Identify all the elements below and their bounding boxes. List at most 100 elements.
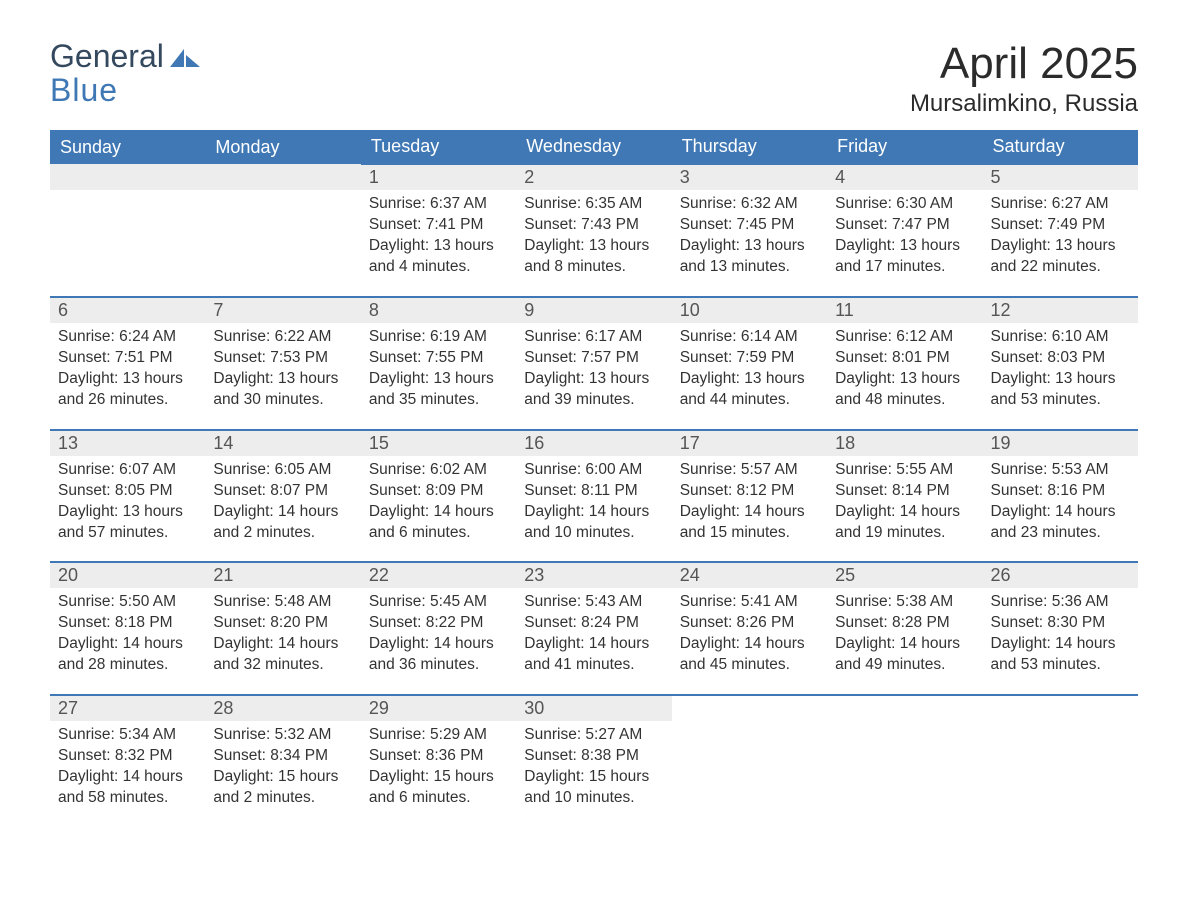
calendar-cell: 1Sunrise: 6:37 AMSunset: 7:41 PMDaylight… <box>361 164 516 297</box>
day-number: 1 <box>361 165 516 190</box>
day-header: Tuesday <box>361 130 516 164</box>
day-details: Sunrise: 5:32 AMSunset: 8:34 PMDaylight:… <box>205 721 360 827</box>
day-number: 20 <box>50 563 205 588</box>
day-number: 12 <box>983 298 1138 323</box>
calendar-cell: 24Sunrise: 5:41 AMSunset: 8:26 PMDayligh… <box>672 562 827 695</box>
day-details: Sunrise: 5:36 AMSunset: 8:30 PMDaylight:… <box>983 588 1138 694</box>
calendar-cell: 3Sunrise: 6:32 AMSunset: 7:45 PMDaylight… <box>672 164 827 297</box>
day-details: Sunrise: 5:41 AMSunset: 8:26 PMDaylight:… <box>672 588 827 694</box>
day-number: 8 <box>361 298 516 323</box>
day-number: 11 <box>827 298 982 323</box>
day-number: 9 <box>516 298 671 323</box>
day-details: Sunrise: 6:07 AMSunset: 8:05 PMDaylight:… <box>50 456 205 562</box>
day-number: 15 <box>361 431 516 456</box>
day-number: 3 <box>672 165 827 190</box>
day-details: Sunrise: 6:05 AMSunset: 8:07 PMDaylight:… <box>205 456 360 562</box>
day-number: 25 <box>827 563 982 588</box>
day-details: Sunrise: 5:57 AMSunset: 8:12 PMDaylight:… <box>672 456 827 562</box>
calendar-body: 1Sunrise: 6:37 AMSunset: 7:41 PMDaylight… <box>50 164 1138 826</box>
calendar-cell: 14Sunrise: 6:05 AMSunset: 8:07 PMDayligh… <box>205 430 360 563</box>
day-details: Sunrise: 6:00 AMSunset: 8:11 PMDaylight:… <box>516 456 671 562</box>
day-header: Sunday <box>50 130 205 164</box>
calendar-cell: 9Sunrise: 6:17 AMSunset: 7:57 PMDaylight… <box>516 297 671 430</box>
header: General Blue April 2025 Mursalimkino, Ru… <box>50 40 1138 118</box>
day-details: Sunrise: 6:10 AMSunset: 8:03 PMDaylight:… <box>983 323 1138 429</box>
day-details: Sunrise: 6:24 AMSunset: 7:51 PMDaylight:… <box>50 323 205 429</box>
day-details: Sunrise: 5:38 AMSunset: 8:28 PMDaylight:… <box>827 588 982 694</box>
day-number: 14 <box>205 431 360 456</box>
day-details: Sunrise: 5:55 AMSunset: 8:14 PMDaylight:… <box>827 456 982 562</box>
day-number: 2 <box>516 165 671 190</box>
location: Mursalimkino, Russia <box>910 90 1138 118</box>
day-number: 29 <box>361 696 516 721</box>
calendar-cell: 7Sunrise: 6:22 AMSunset: 7:53 PMDaylight… <box>205 297 360 430</box>
calendar-cell: 25Sunrise: 5:38 AMSunset: 8:28 PMDayligh… <box>827 562 982 695</box>
day-details: Sunrise: 5:34 AMSunset: 8:32 PMDaylight:… <box>50 721 205 827</box>
day-details: Sunrise: 5:53 AMSunset: 8:16 PMDaylight:… <box>983 456 1138 562</box>
empty-daynum <box>50 164 205 190</box>
day-number: 16 <box>516 431 671 456</box>
calendar-cell: 11Sunrise: 6:12 AMSunset: 8:01 PMDayligh… <box>827 297 982 430</box>
day-number: 22 <box>361 563 516 588</box>
day-number: 17 <box>672 431 827 456</box>
day-number: 24 <box>672 563 827 588</box>
calendar-cell: 15Sunrise: 6:02 AMSunset: 8:09 PMDayligh… <box>361 430 516 563</box>
calendar-cell: 23Sunrise: 5:43 AMSunset: 8:24 PMDayligh… <box>516 562 671 695</box>
day-details: Sunrise: 6:22 AMSunset: 7:53 PMDaylight:… <box>205 323 360 429</box>
empty-daynum <box>205 164 360 190</box>
day-details: Sunrise: 6:30 AMSunset: 7:47 PMDaylight:… <box>827 190 982 296</box>
day-number: 6 <box>50 298 205 323</box>
calendar-cell: 19Sunrise: 5:53 AMSunset: 8:16 PMDayligh… <box>983 430 1138 563</box>
day-number: 27 <box>50 696 205 721</box>
logo: General Blue <box>50 40 200 107</box>
calendar-table: SundayMondayTuesdayWednesdayThursdayFrid… <box>50 130 1138 826</box>
day-details: Sunrise: 6:12 AMSunset: 8:01 PMDaylight:… <box>827 323 982 429</box>
day-number: 13 <box>50 431 205 456</box>
calendar-cell: 27Sunrise: 5:34 AMSunset: 8:32 PMDayligh… <box>50 695 205 827</box>
calendar-cell <box>672 695 827 827</box>
day-number: 5 <box>983 165 1138 190</box>
day-number: 21 <box>205 563 360 588</box>
calendar-cell: 20Sunrise: 5:50 AMSunset: 8:18 PMDayligh… <box>50 562 205 695</box>
day-number: 23 <box>516 563 671 588</box>
calendar-cell: 21Sunrise: 5:48 AMSunset: 8:20 PMDayligh… <box>205 562 360 695</box>
day-header: Monday <box>205 130 360 164</box>
day-details: Sunrise: 6:35 AMSunset: 7:43 PMDaylight:… <box>516 190 671 296</box>
day-details: Sunrise: 5:50 AMSunset: 8:18 PMDaylight:… <box>50 588 205 694</box>
calendar-cell: 12Sunrise: 6:10 AMSunset: 8:03 PMDayligh… <box>983 297 1138 430</box>
calendar-cell: 29Sunrise: 5:29 AMSunset: 8:36 PMDayligh… <box>361 695 516 827</box>
day-number: 26 <box>983 563 1138 588</box>
day-header: Wednesday <box>516 130 671 164</box>
calendar-cell: 5Sunrise: 6:27 AMSunset: 7:49 PMDaylight… <box>983 164 1138 297</box>
calendar-cell: 18Sunrise: 5:55 AMSunset: 8:14 PMDayligh… <box>827 430 982 563</box>
calendar-cell: 10Sunrise: 6:14 AMSunset: 7:59 PMDayligh… <box>672 297 827 430</box>
day-details: Sunrise: 6:02 AMSunset: 8:09 PMDaylight:… <box>361 456 516 562</box>
day-number: 18 <box>827 431 982 456</box>
calendar-cell: 17Sunrise: 5:57 AMSunset: 8:12 PMDayligh… <box>672 430 827 563</box>
day-details: Sunrise: 5:43 AMSunset: 8:24 PMDaylight:… <box>516 588 671 694</box>
day-number: 28 <box>205 696 360 721</box>
day-details: Sunrise: 6:32 AMSunset: 7:45 PMDaylight:… <box>672 190 827 296</box>
day-header: Thursday <box>672 130 827 164</box>
day-header: Saturday <box>983 130 1138 164</box>
calendar-cell <box>50 164 205 297</box>
calendar-cell: 28Sunrise: 5:32 AMSunset: 8:34 PMDayligh… <box>205 695 360 827</box>
calendar-cell: 2Sunrise: 6:35 AMSunset: 7:43 PMDaylight… <box>516 164 671 297</box>
calendar-cell <box>205 164 360 297</box>
calendar-cell: 26Sunrise: 5:36 AMSunset: 8:30 PMDayligh… <box>983 562 1138 695</box>
calendar-cell <box>983 695 1138 827</box>
logo-text-2: Blue <box>50 74 118 108</box>
title-block: April 2025 Mursalimkino, Russia <box>910 40 1138 118</box>
calendar-cell <box>827 695 982 827</box>
day-details: Sunrise: 5:45 AMSunset: 8:22 PMDaylight:… <box>361 588 516 694</box>
day-number: 30 <box>516 696 671 721</box>
day-details: Sunrise: 6:17 AMSunset: 7:57 PMDaylight:… <box>516 323 671 429</box>
day-details: Sunrise: 6:19 AMSunset: 7:55 PMDaylight:… <box>361 323 516 429</box>
calendar-cell: 13Sunrise: 6:07 AMSunset: 8:05 PMDayligh… <box>50 430 205 563</box>
day-header: Friday <box>827 130 982 164</box>
month-title: April 2025 <box>910 40 1138 88</box>
day-details: Sunrise: 5:48 AMSunset: 8:20 PMDaylight:… <box>205 588 360 694</box>
logo-text-1: General <box>50 40 164 74</box>
calendar-cell: 16Sunrise: 6:00 AMSunset: 8:11 PMDayligh… <box>516 430 671 563</box>
day-details: Sunrise: 6:14 AMSunset: 7:59 PMDaylight:… <box>672 323 827 429</box>
